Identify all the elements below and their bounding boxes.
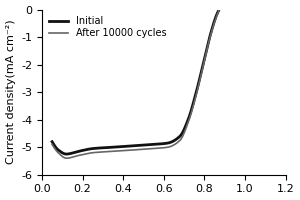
After 10000 cycles [185, 125, 189, 127]
After 10000 cycles [127, 149, 130, 151]
After 10000 cycles [50, 143, 54, 146]
Initial [50, 140, 54, 143]
Initial [188, 113, 192, 116]
Initial [120, 145, 124, 148]
After 10000 cycles [188, 116, 192, 118]
After 10000 cycles [169, 145, 172, 148]
After 10000 cycles [120, 150, 124, 152]
After 10000 cycles [223, 0, 226, 2]
Initial [223, 0, 226, 2]
After 10000 cycles [68, 157, 72, 159]
After 10000 cycles [64, 157, 68, 159]
Initial [169, 141, 172, 143]
Y-axis label: Current density(mA cm⁻²): Current density(mA cm⁻²) [6, 20, 16, 164]
Legend: Initial, After 10000 cycles: Initial, After 10000 cycles [47, 14, 169, 40]
Initial [64, 153, 68, 155]
Initial [127, 145, 130, 147]
Initial [185, 122, 189, 124]
Line: Initial: Initial [52, 1, 225, 154]
Initial [68, 152, 72, 155]
Line: After 10000 cycles: After 10000 cycles [52, 1, 225, 158]
